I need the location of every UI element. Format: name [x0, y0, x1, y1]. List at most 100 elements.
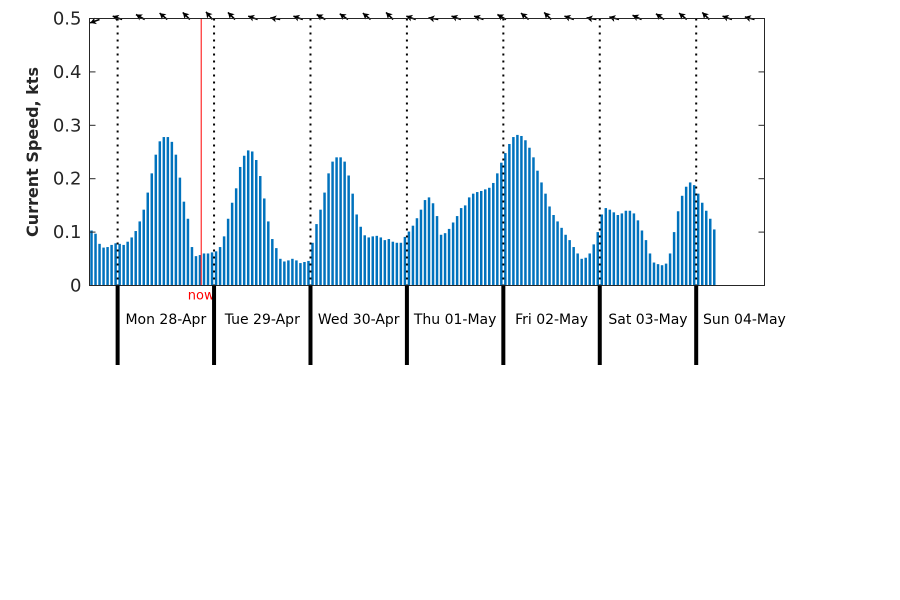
- speed-bar: [391, 241, 395, 286]
- arrow-head: [90, 17, 97, 25]
- speed-bar: [98, 243, 101, 286]
- speed-bar: [471, 193, 475, 286]
- y-axis: 0 0.1 0.2 0.3 0.4 0.5: [53, 9, 765, 297]
- speed-bar: [102, 247, 105, 286]
- speed-bar: [632, 213, 636, 286]
- speed-bar: [532, 157, 535, 286]
- speed-bar: [363, 235, 366, 286]
- speed-bar: [447, 228, 451, 286]
- speed-bar: [415, 218, 419, 286]
- speed-bar: [624, 210, 628, 286]
- arrow-head: [655, 13, 663, 21]
- speed-bar: [246, 150, 250, 286]
- speed-bar: [648, 253, 652, 286]
- arrow-head: [497, 14, 505, 21]
- speed-bar: [692, 185, 696, 286]
- arrow-head: [159, 13, 167, 20]
- speed-bar: [628, 210, 632, 286]
- speed-bar: [616, 215, 620, 286]
- speed-bar: [451, 222, 455, 286]
- speed-bar: [572, 247, 575, 286]
- arrow-head: [702, 12, 709, 20]
- speed-bar: [170, 141, 174, 286]
- speed-bar: [379, 237, 383, 286]
- y-tick-label: 0.1: [53, 222, 82, 243]
- speed-bar: [331, 161, 334, 286]
- speed-bar: [242, 155, 246, 286]
- day-separator-lines: [116, 18, 698, 286]
- speed-bar: [640, 230, 644, 286]
- day-label: Tue 29-Apr: [224, 312, 300, 328]
- speed-bar: [596, 232, 599, 286]
- speed-bar: [138, 221, 141, 286]
- speed-bar: [250, 151, 254, 286]
- arrow-head: [632, 14, 640, 21]
- speed-bar: [713, 229, 716, 286]
- speed-bar: [688, 182, 692, 286]
- day-label: Mon 28-Apr: [125, 312, 206, 328]
- speed-bar: [126, 241, 129, 286]
- speed-bar: [520, 135, 523, 286]
- speed-bar: [351, 193, 354, 286]
- speed-bar: [154, 154, 158, 286]
- speed-bar: [540, 182, 543, 286]
- speed-bar: [652, 262, 656, 286]
- speed-bar: [492, 182, 495, 286]
- speed-bar: [484, 189, 487, 286]
- speed-bar: [110, 244, 113, 286]
- speed-bar: [343, 161, 346, 286]
- speed-bar: [166, 137, 170, 286]
- arrow-head: [679, 13, 686, 20]
- speed-bar: [439, 234, 443, 286]
- speed-bar: [560, 227, 563, 286]
- speed-bar: [604, 208, 608, 286]
- speed-bar: [536, 170, 539, 286]
- arrow-head: [206, 11, 213, 19]
- arrow-head: [362, 13, 370, 20]
- speed-bar: [411, 225, 415, 286]
- speed-bar: [190, 247, 194, 286]
- speed-bar: [319, 209, 322, 286]
- speed-bar: [267, 221, 270, 286]
- speed-bar: [668, 253, 672, 286]
- arrow-head: [386, 12, 393, 20]
- speed-bar: [186, 218, 190, 286]
- speed-bar: [556, 221, 559, 286]
- speed-bar: [475, 192, 479, 286]
- plot-area-frame: [89, 18, 765, 286]
- now-marker-label: now: [188, 289, 215, 304]
- speed-bar: [106, 247, 109, 286]
- y-tick-label: 0.5: [53, 9, 82, 30]
- speed-bar: [142, 209, 145, 286]
- speed-bar: [656, 264, 660, 286]
- speed-bar: [636, 220, 640, 286]
- day-label: Fri 02-May: [515, 312, 588, 328]
- speed-bar: [676, 211, 680, 286]
- speed-bar: [327, 173, 330, 286]
- speed-bar: [467, 197, 471, 286]
- speed-bar: [230, 202, 234, 286]
- speed-bar: [395, 242, 399, 286]
- speed-bar: [576, 253, 579, 286]
- speed-bar: [359, 226, 362, 286]
- speed-bar: [504, 153, 507, 286]
- speed-bar: [271, 239, 274, 286]
- speed-bar: [283, 261, 286, 286]
- speed-bar: [480, 190, 483, 286]
- speed-bar: [90, 230, 93, 286]
- day-label: Sat 03-May: [608, 312, 687, 328]
- speed-bar: [680, 195, 684, 286]
- speed-bar: [263, 198, 266, 286]
- speed-bar: [488, 187, 491, 286]
- speed-bar: [696, 193, 700, 286]
- y-tick-label: 0: [70, 276, 81, 297]
- speed-bar: [355, 214, 358, 286]
- speed-bar: [496, 173, 499, 286]
- speed-bar: [403, 236, 407, 286]
- speed-bar: [214, 251, 218, 286]
- speed-bar: [307, 260, 310, 286]
- speed-bar: [158, 141, 162, 286]
- speed-bar: [371, 236, 374, 286]
- y-axis-label: Current Speed, kts: [23, 67, 42, 237]
